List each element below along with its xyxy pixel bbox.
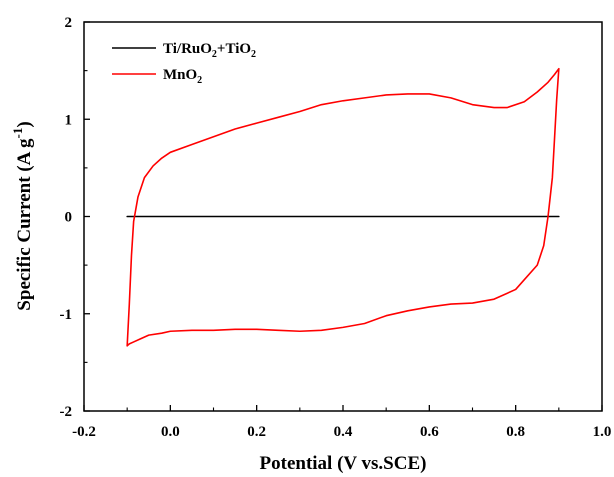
legend-label-mno2: MnO2 (163, 67, 202, 86)
y-tick-labels: 2 1 0 -1 -2 (60, 15, 73, 420)
y-tick-label: -2 (60, 404, 73, 420)
legend-label-ti-ruo2-tio2: Ti/RuO2+TiO2 (163, 41, 256, 60)
x-tick-label: 0.0 (161, 424, 180, 440)
x-tick-label: 0.4 (334, 424, 353, 440)
y-axis-title-superscript: -1 (10, 128, 25, 139)
y-axis-title: Specific Current (A g-1) (10, 121, 35, 310)
x-tick-label: -0.2 (72, 424, 96, 440)
y-tick-label: 2 (65, 15, 73, 31)
x-tick-label: 1.0 (593, 424, 612, 440)
x-axis-title: Potential (V vs.SCE) (260, 453, 427, 474)
series-line-mno2 (126, 67, 560, 347)
y-tick-label: 0 (65, 210, 73, 226)
axis-ticks (83, 21, 603, 412)
y-tick-label: 1 (65, 112, 73, 128)
x-tick-label: 0.6 (420, 424, 439, 440)
x-tick-labels: -0.2 0.0 0.2 0.4 0.6 0.8 1.0 (72, 424, 611, 440)
x-tick-label: 0.8 (506, 424, 525, 440)
y-tick-label: -1 (60, 307, 73, 323)
y-axis-title-close: ) (14, 121, 35, 127)
y-axis-title-main: Specific Current (A g (14, 138, 35, 311)
x-tick-label: 0.2 (247, 424, 266, 440)
legend: Ti/RuO2+TiO2 MnO2 (112, 41, 256, 86)
series-layer (126, 67, 560, 347)
